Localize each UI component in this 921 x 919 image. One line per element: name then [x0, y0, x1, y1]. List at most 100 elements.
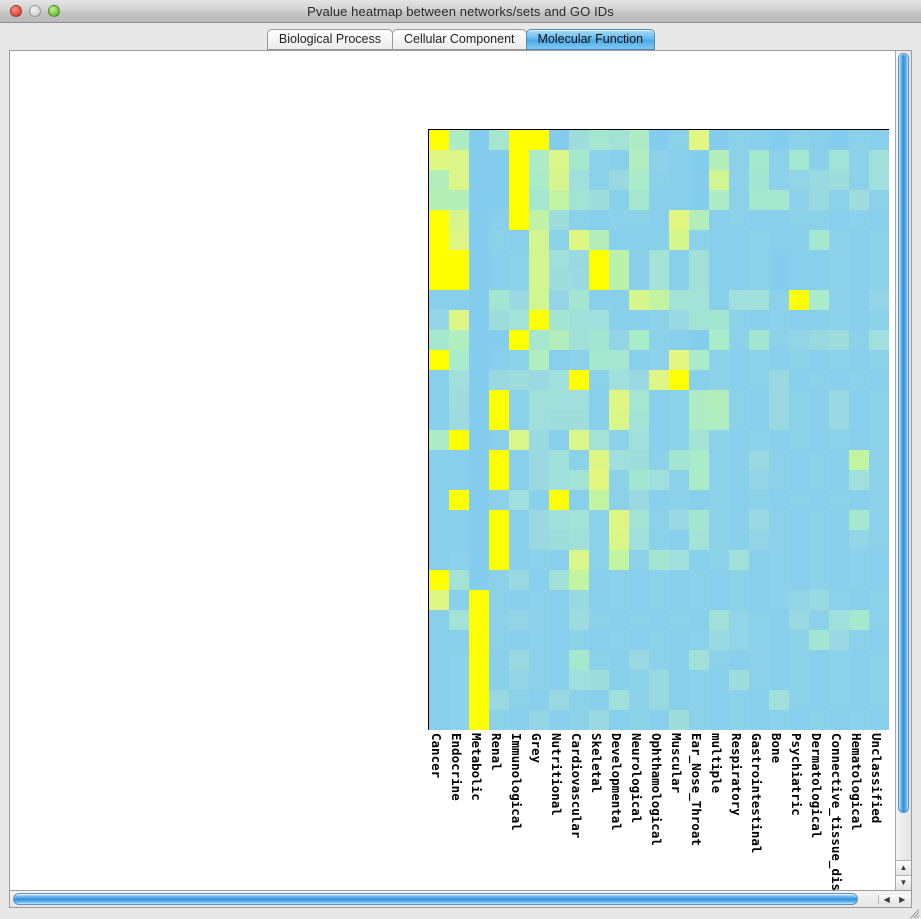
heatmap-cell[interactable] [549, 290, 569, 310]
heatmap-cell[interactable] [829, 650, 849, 670]
heatmap-cell[interactable] [709, 490, 729, 510]
heatmap-cell[interactable] [509, 310, 529, 330]
heatmap-cell[interactable] [449, 410, 469, 430]
heatmap-cell[interactable] [709, 170, 729, 190]
heatmap-cell[interactable] [549, 330, 569, 350]
heatmap-cell[interactable] [789, 530, 809, 550]
heatmap-cell[interactable] [869, 570, 889, 590]
heatmap-cell[interactable] [649, 350, 669, 370]
heatmap-grid[interactable] [428, 129, 889, 730]
heatmap-cell[interactable] [429, 350, 449, 370]
heatmap-cell[interactable] [809, 230, 829, 250]
heatmap-cell[interactable] [869, 170, 889, 190]
heatmap-cell[interactable] [509, 510, 529, 530]
heatmap-cell[interactable] [749, 390, 769, 410]
heatmap-cell[interactable] [809, 330, 829, 350]
heatmap-cell[interactable] [569, 370, 589, 390]
heatmap-cell[interactable] [729, 150, 749, 170]
heatmap-cell[interactable] [829, 450, 849, 470]
heatmap-cell[interactable] [489, 650, 509, 670]
heatmap-cell[interactable] [489, 210, 509, 230]
heatmap-cell[interactable] [649, 670, 669, 690]
heatmap-cell[interactable] [769, 630, 789, 650]
heatmap-cell[interactable] [709, 390, 729, 410]
heatmap-cell[interactable] [509, 710, 529, 730]
heatmap-cell[interactable] [829, 350, 849, 370]
heatmap-cell[interactable] [829, 250, 849, 270]
heatmap-cell[interactable] [549, 430, 569, 450]
heatmap-cell[interactable] [849, 670, 869, 690]
heatmap-cell[interactable] [669, 590, 689, 610]
heatmap-cell[interactable] [689, 230, 709, 250]
heatmap-cell[interactable] [809, 430, 829, 450]
heatmap-cell[interactable] [449, 130, 469, 150]
heatmap-cell[interactable] [629, 310, 649, 330]
heatmap-cell[interactable] [589, 510, 609, 530]
heatmap-cell[interactable] [789, 450, 809, 470]
heatmap-cell[interactable] [449, 330, 469, 350]
heatmap-cell[interactable] [489, 150, 509, 170]
heatmap-cell[interactable] [429, 130, 449, 150]
heatmap-cell[interactable] [829, 430, 849, 450]
horizontal-scrollbar[interactable]: ◀ ▶ [9, 890, 912, 908]
heatmap-cell[interactable] [549, 710, 569, 730]
heatmap-cell[interactable] [689, 390, 709, 410]
heatmap-cell[interactable] [749, 190, 769, 210]
heatmap-cell[interactable] [869, 290, 889, 310]
heatmap-cell[interactable] [609, 250, 629, 270]
heatmap-cell[interactable] [749, 330, 769, 350]
heatmap-cell[interactable] [669, 570, 689, 590]
heatmap-cell[interactable] [649, 590, 669, 610]
heatmap-cell[interactable] [769, 230, 789, 250]
heatmap-cell[interactable] [869, 310, 889, 330]
heatmap-cell[interactable] [849, 330, 869, 350]
heatmap-cell[interactable] [709, 210, 729, 230]
heatmap-cell[interactable] [649, 410, 669, 430]
heatmap-cell[interactable] [869, 530, 889, 550]
heatmap-cell[interactable] [769, 670, 789, 690]
heatmap-cell[interactable] [569, 490, 589, 510]
heatmap-cell[interactable] [689, 550, 709, 570]
heatmap-cell[interactable] [729, 410, 749, 430]
vertical-scroll-track[interactable] [896, 51, 911, 860]
heatmap-cell[interactable] [529, 710, 549, 730]
heatmap-cell[interactable] [809, 370, 829, 390]
heatmap-cell[interactable] [809, 510, 829, 530]
heatmap-cell[interactable] [689, 470, 709, 490]
heatmap-cell[interactable] [869, 490, 889, 510]
heatmap-cell[interactable] [729, 430, 749, 450]
heatmap-cell[interactable] [509, 350, 529, 370]
heatmap-cell[interactable] [649, 710, 669, 730]
heatmap-cell[interactable] [849, 150, 869, 170]
heatmap-cell[interactable] [809, 310, 829, 330]
heatmap-cell[interactable] [569, 170, 589, 190]
heatmap-cell[interactable] [629, 270, 649, 290]
heatmap-cell[interactable] [669, 210, 689, 230]
heatmap-cell[interactable] [589, 630, 609, 650]
heatmap-cell[interactable] [509, 490, 529, 510]
heatmap-cell[interactable] [469, 490, 489, 510]
heatmap-cell[interactable] [789, 230, 809, 250]
heatmap-cell[interactable] [529, 670, 549, 690]
heatmap-cell[interactable] [869, 650, 889, 670]
heatmap-cell[interactable] [489, 430, 509, 450]
heatmap-cell[interactable] [669, 330, 689, 350]
heatmap-cell[interactable] [869, 590, 889, 610]
heatmap-cell[interactable] [529, 570, 549, 590]
heatmap-cell[interactable] [809, 170, 829, 190]
heatmap-cell[interactable] [429, 510, 449, 530]
heatmap-cell[interactable] [829, 130, 849, 150]
heatmap-cell[interactable] [549, 350, 569, 370]
heatmap-cell[interactable] [449, 290, 469, 310]
heatmap-cell[interactable] [749, 590, 769, 610]
scroll-left-arrow-icon[interactable]: ◀ [879, 894, 895, 904]
heatmap-cell[interactable] [809, 210, 829, 230]
heatmap-cell[interactable] [869, 130, 889, 150]
heatmap-cell[interactable] [789, 330, 809, 350]
heatmap-cell[interactable] [689, 590, 709, 610]
heatmap-cell[interactable] [509, 250, 529, 270]
heatmap-cell[interactable] [849, 270, 869, 290]
heatmap-cell[interactable] [769, 350, 789, 370]
heatmap-cell[interactable] [689, 330, 709, 350]
heatmap-cell[interactable] [849, 410, 869, 430]
